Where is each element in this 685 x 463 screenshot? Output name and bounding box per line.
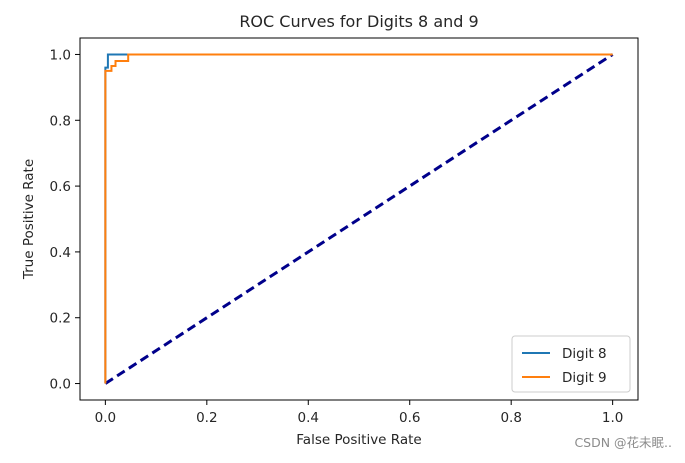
x-axis-label: False Positive Rate (296, 432, 421, 448)
series-line-digit-9 (104, 53, 613, 384)
plot-area: 0.0 0.2 0.4 0.6 0.8 1.0 0.0 0.2 0.4 0.6 0.8 1.0 (50, 37, 639, 426)
y-tick-label: 0.4 (50, 245, 71, 261)
legend-label: Digit 9 (562, 370, 607, 386)
y-tick-label: 0.6 (50, 179, 71, 195)
y-tick-label: 1.0 (50, 47, 71, 63)
legend-label: Digit 8 (562, 346, 607, 362)
y-tick-label: 0.0 (50, 377, 71, 393)
x-tick-label: 0.4 (298, 410, 319, 426)
y-tick-label: 0.8 (50, 113, 71, 129)
chart-title: ROC Curves for Digits 8 and 9 (239, 12, 478, 31)
reference-diagonal-line (104, 53, 614, 385)
watermark-text: CSDN @花未眠.. (574, 435, 672, 450)
x-tick-label: 0.0 (95, 410, 116, 426)
x-tick-label: 0.2 (196, 410, 217, 426)
x-tick-label: 0.8 (500, 410, 521, 426)
axes-frame (79, 37, 639, 401)
x-tick-label: 0.6 (399, 410, 420, 426)
y-axis-label: True Positive Rate (21, 159, 37, 280)
legend: Digit 8 Digit 9 (511, 335, 631, 393)
y-tick-label: 0.2 (50, 311, 71, 327)
x-tick-label: 1.0 (602, 410, 623, 426)
